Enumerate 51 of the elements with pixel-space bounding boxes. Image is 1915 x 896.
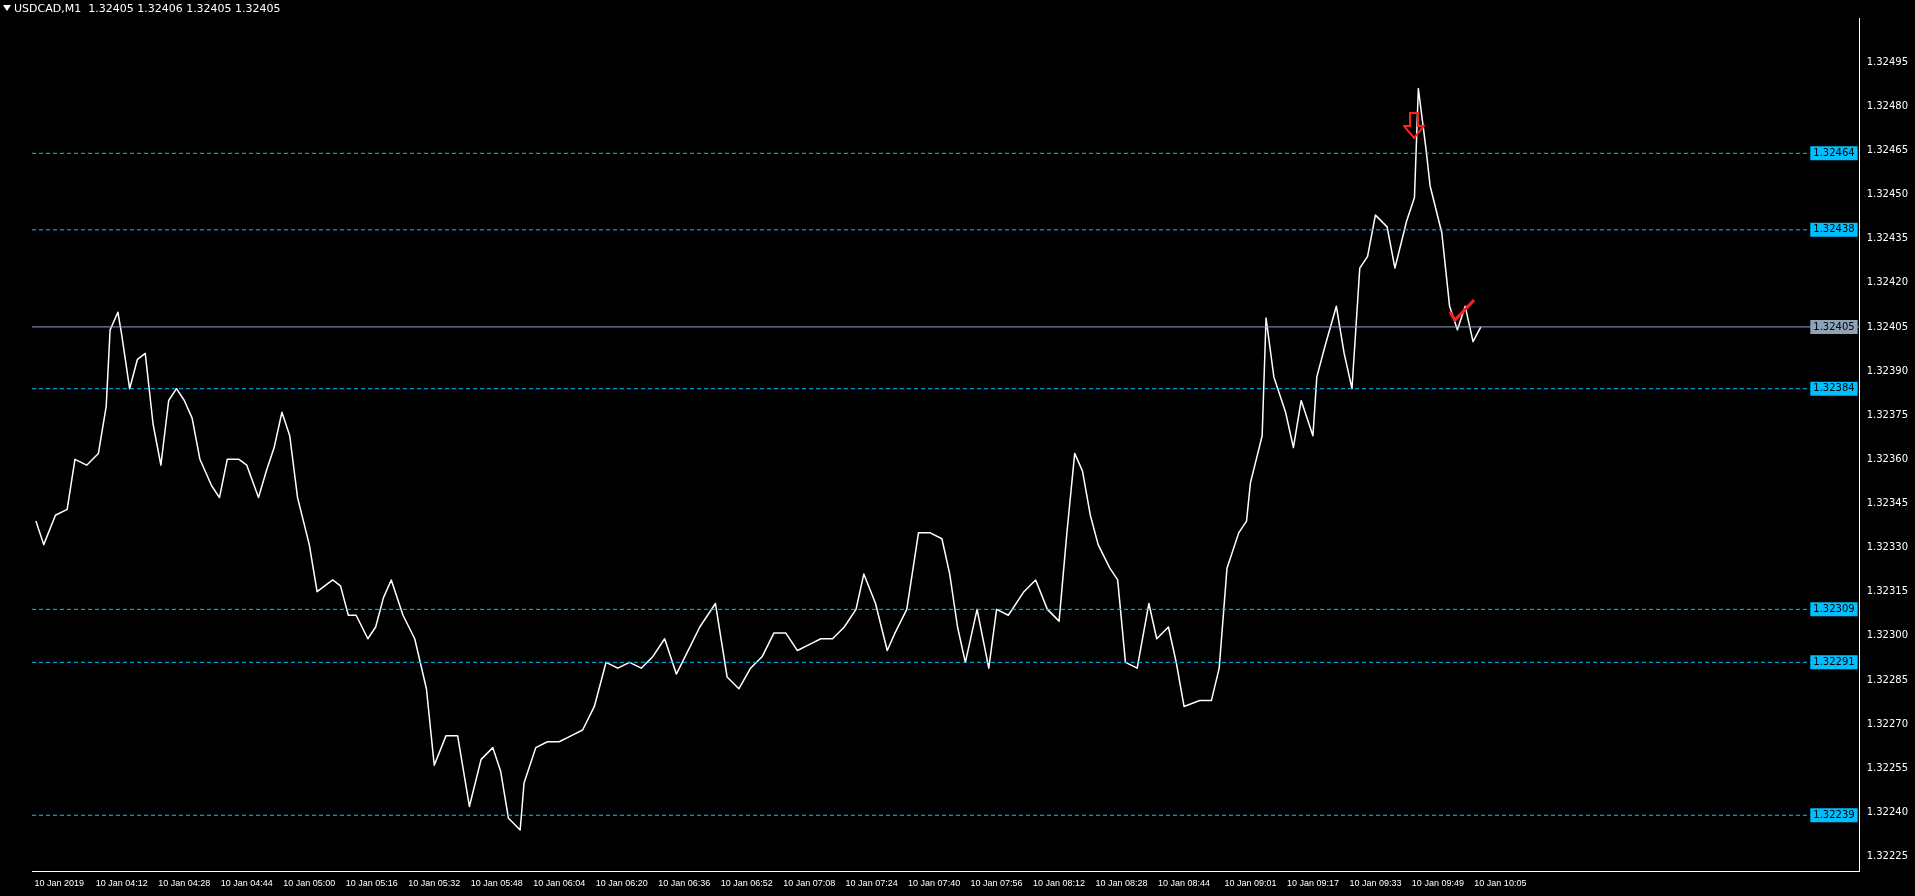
y-tick-label: 1.32225: [1866, 850, 1909, 862]
y-tick-label: 1.32240: [1866, 805, 1909, 817]
chart-title: USDCAD,M1 1.32405 1.32406 1.32405 1.32405: [14, 1, 281, 15]
x-tick-label: 10 Jan 07:24: [845, 878, 898, 889]
x-tick-label: 10 Jan 07:08: [783, 878, 836, 889]
y-tick-label: 1.32405: [1866, 320, 1909, 332]
y-tick-label: 1.32330: [1866, 541, 1909, 553]
x-tick-label: 10 Jan 04:44: [220, 878, 273, 889]
y-tick-label: 1.32495: [1866, 55, 1909, 67]
y-tick-label: 1.32315: [1866, 585, 1909, 597]
ref-line-label: 1.32438: [1813, 223, 1855, 235]
x-tick-label: 10 Jan 05:00: [283, 878, 336, 889]
y-tick-label: 1.32300: [1866, 629, 1909, 641]
y-tick-label: 1.32420: [1866, 276, 1909, 288]
x-tick-label: 10 Jan 07:56: [970, 878, 1023, 889]
x-tick-label: 10 Jan 10:05: [1474, 878, 1527, 889]
y-tick-label: 1.32255: [1866, 761, 1909, 773]
x-tick-label: 10 Jan 05:32: [408, 878, 461, 889]
x-tick-label: 10 Jan 06:36: [658, 878, 711, 889]
x-tick-label: 10 Jan 04:28: [158, 878, 211, 889]
x-tick-label: 10 Jan 08:44: [1158, 878, 1211, 889]
y-tick-label: 1.32465: [1866, 143, 1909, 155]
x-tick-label: 10 Jan 05:16: [345, 878, 398, 889]
x-tick-label: 10 Jan 08:12: [1033, 878, 1086, 889]
ref-line-label: 1.32291: [1813, 655, 1855, 667]
y-tick-label: 1.32270: [1866, 717, 1909, 729]
ref-line-label: 1.32464: [1813, 146, 1855, 158]
x-tick-label: 10 Jan 06:52: [720, 878, 773, 889]
x-tick-label: 10 Jan 09:17: [1286, 878, 1339, 889]
x-tick-label: 10 Jan 04:12: [95, 878, 148, 889]
y-tick-label: 1.32480: [1866, 99, 1909, 111]
y-tick-label: 1.32435: [1866, 232, 1909, 244]
x-tick-label: 10 Jan 07:40: [908, 878, 961, 889]
y-tick-label: 1.32345: [1866, 497, 1909, 509]
x-tick-label: 10 Jan 08:28: [1095, 878, 1148, 889]
x-tick-label: 10 Jan 06:20: [595, 878, 648, 889]
y-tick-label: 1.32375: [1866, 408, 1909, 420]
x-tick-label: 10 Jan 09:49: [1411, 878, 1464, 889]
y-tick-label: 1.32390: [1866, 364, 1909, 376]
y-tick-label: 1.32360: [1866, 452, 1909, 464]
ref-line-label: 1.32309: [1813, 602, 1855, 614]
x-tick-label: 10 Jan 05:48: [470, 878, 523, 889]
x-tick-label: 10 Jan 2019: [34, 878, 85, 889]
y-tick-label: 1.32285: [1866, 673, 1909, 685]
ref-line-label: 1.32405: [1813, 320, 1855, 332]
ref-line-label: 1.32239: [1813, 808, 1855, 820]
x-tick-label: 10 Jan 09:01: [1224, 878, 1277, 889]
x-tick-label: 10 Jan 09:33: [1349, 878, 1402, 889]
y-tick-label: 1.32450: [1866, 188, 1909, 200]
x-tick-label: 10 Jan 06:04: [533, 878, 586, 889]
ref-line-label: 1.32384: [1813, 382, 1855, 394]
